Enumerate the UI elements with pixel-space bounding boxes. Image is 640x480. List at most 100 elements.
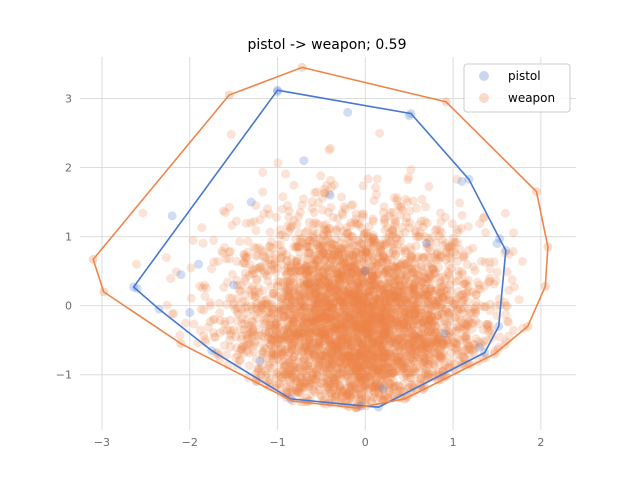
weapon-point [402, 321, 412, 331]
weapon-point [367, 346, 377, 356]
weapon-point [425, 272, 434, 282]
weapon-point [369, 354, 379, 364]
weapon-point [283, 201, 292, 210]
weapon-point [504, 317, 513, 327]
weapon-point [301, 325, 311, 335]
weapon-point [286, 261, 295, 270]
weapon-point [373, 294, 383, 304]
weapon-point [323, 290, 333, 299]
weapon-point [380, 319, 389, 329]
weapon-point [447, 219, 457, 229]
weapon-point [316, 171, 326, 181]
weapon-point [477, 301, 487, 311]
weapon-point [282, 345, 292, 354]
weapon-point [270, 314, 280, 323]
weapon-point [411, 291, 421, 301]
weapon-point [296, 372, 306, 382]
weapon-point [337, 208, 347, 218]
weapon-point [419, 268, 429, 278]
weapon-point [311, 218, 321, 228]
weapon-point [359, 280, 369, 289]
weapon-point [385, 337, 395, 347]
weapon-point [315, 300, 325, 309]
weapon-point [175, 330, 185, 340]
weapon-point [356, 339, 365, 349]
weapon-point [291, 242, 301, 252]
weapon-point [365, 376, 374, 386]
weapon-point [297, 200, 307, 210]
weapon-point [305, 340, 315, 350]
weapon-point [421, 280, 431, 289]
weapon-point [351, 265, 361, 275]
weapon-point [344, 338, 354, 348]
weapon-point [214, 298, 224, 308]
weapon-point [377, 265, 387, 275]
weapon-point [370, 236, 380, 246]
weapon-point [311, 366, 321, 376]
pistol-point [360, 266, 370, 276]
weapon-point [350, 313, 360, 323]
weapon-point [400, 338, 410, 348]
weapon-point [455, 323, 465, 333]
weapon-point [341, 358, 351, 368]
weapon-point [354, 372, 364, 382]
weapon-point [371, 300, 381, 310]
weapon-point [500, 208, 510, 218]
weapon-point [314, 294, 324, 304]
weapon-point [353, 356, 363, 366]
weapon-point [336, 334, 346, 344]
weapon-point [319, 311, 329, 321]
weapon-point [362, 228, 372, 238]
weapon-point [377, 373, 387, 383]
weapon-point [376, 382, 385, 392]
weapon-point [424, 344, 434, 354]
weapon-point [351, 298, 361, 308]
weapon-point [358, 299, 367, 309]
weapon-point [443, 326, 453, 336]
weapon-point [323, 279, 333, 289]
weapon-point [435, 345, 445, 354]
weapon-point [289, 242, 299, 252]
weapon-point [386, 303, 396, 313]
chart-title: pistol -> weapon; 0.59 [247, 37, 406, 53]
weapon-point [396, 304, 406, 314]
weapon-point [366, 344, 376, 354]
weapon-point [377, 318, 387, 328]
weapon-point [346, 300, 356, 310]
weapon-point [418, 277, 428, 287]
weapon-point [425, 237, 435, 247]
weapon-point [339, 320, 349, 330]
weapon-point [311, 340, 320, 350]
weapon-point [308, 338, 318, 348]
weapon-point [323, 384, 333, 394]
weapon-point [343, 355, 353, 365]
weapon-point [220, 242, 230, 252]
weapon-point [470, 266, 480, 276]
weapon-point [332, 267, 342, 277]
weapon-points [88, 62, 553, 413]
weapon-point [381, 322, 391, 332]
weapon-point [450, 313, 460, 323]
weapon-point [372, 174, 382, 184]
weapon-point [347, 288, 357, 298]
weapon-point [392, 315, 402, 325]
weapon-point [344, 272, 354, 282]
weapon-point [221, 254, 231, 264]
weapon-point [381, 372, 391, 381]
weapon-point [309, 255, 319, 265]
weapon-point [437, 352, 447, 362]
weapon-point [425, 303, 435, 313]
weapon-point [345, 347, 354, 357]
weapon-point [298, 382, 308, 392]
weapon-point [325, 143, 335, 153]
weapon-point [264, 323, 274, 333]
weapon-point [426, 284, 436, 294]
weapon-point [372, 261, 382, 270]
weapon-point [316, 301, 326, 311]
weapon-point [273, 158, 283, 168]
weapon-point [300, 353, 309, 363]
weapon-point [373, 371, 383, 381]
weapon-point [300, 332, 310, 342]
weapon-point [314, 337, 324, 347]
weapon-point [300, 345, 310, 355]
